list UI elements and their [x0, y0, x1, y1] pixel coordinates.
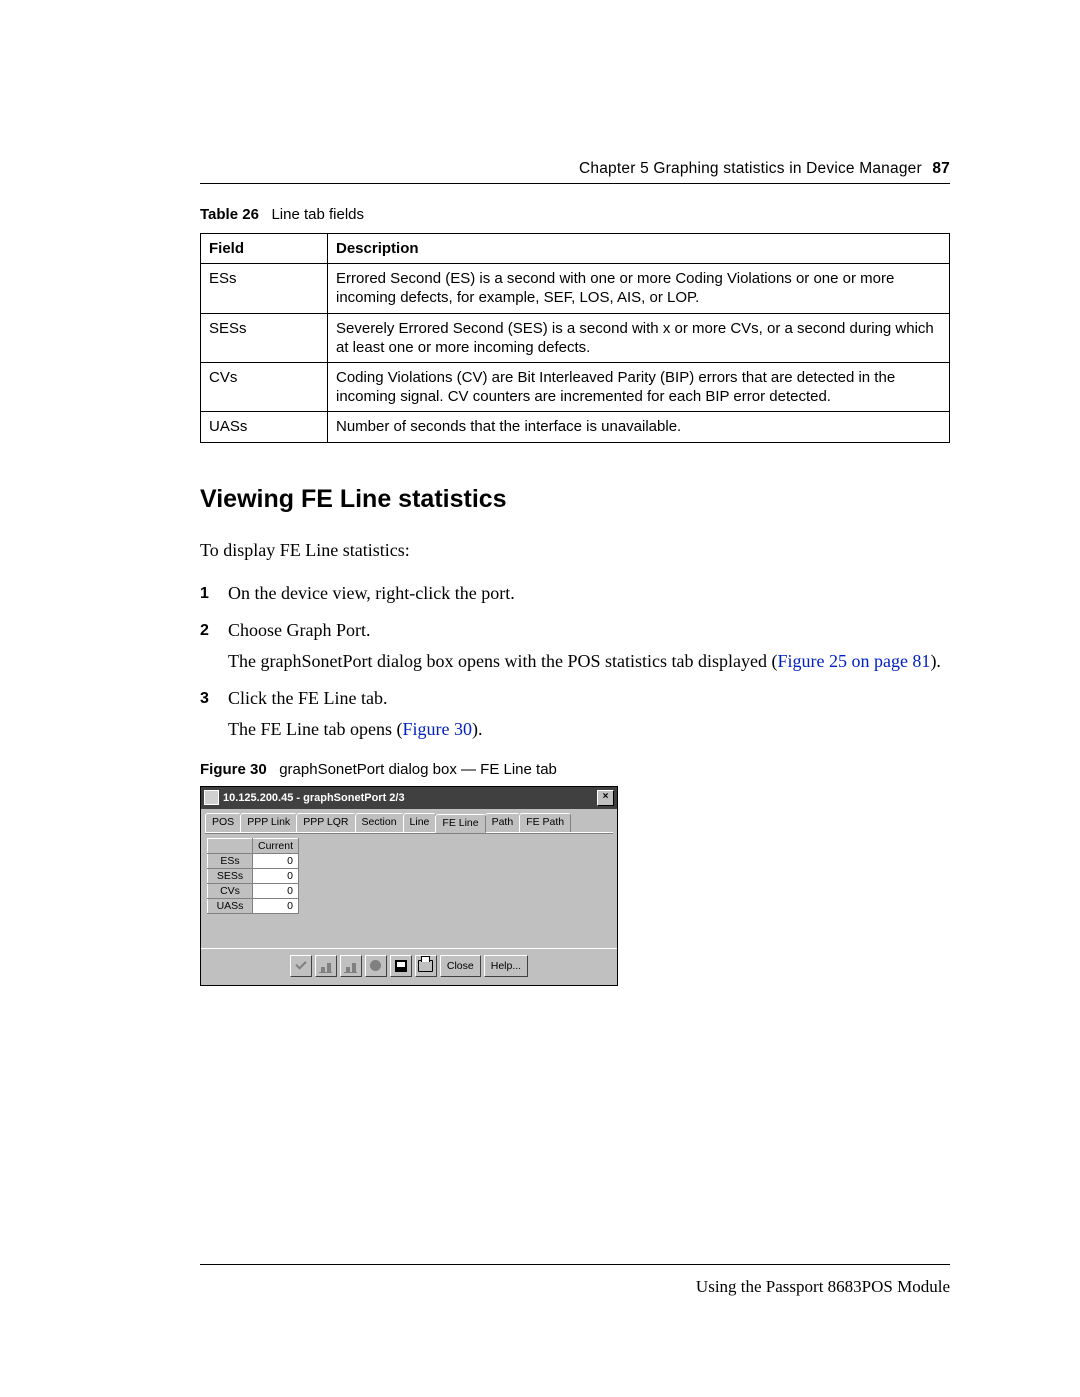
chart-icon — [344, 959, 357, 973]
figure-caption: Figure 30 graphSonetPort dialog box — FE… — [200, 761, 950, 778]
line-tab-fields-table: Field Description ESs Errored Second (ES… — [200, 233, 950, 443]
figure-label: Figure 30 — [200, 761, 267, 778]
tab-fe-path[interactable]: FE Path — [519, 813, 571, 832]
step-2: Choose Graph Port. The graphSonetPort di… — [200, 617, 950, 675]
save-button[interactable] — [390, 955, 412, 977]
stop-icon — [370, 960, 381, 971]
dialog-title: 10.125.200.45 - graphSonetPort 2/3 — [223, 792, 405, 804]
save-icon — [395, 960, 407, 972]
dialog-toolbar: Close Help... — [201, 948, 617, 985]
running-header: Chapter 5 Graphing statistics in Device … — [200, 160, 950, 184]
tab-path[interactable]: Path — [485, 813, 521, 832]
step-1: On the device view, right-click the port… — [200, 580, 950, 607]
print-icon — [418, 960, 433, 972]
stat-row: ESs 0 — [208, 853, 299, 868]
stop-button[interactable] — [365, 955, 387, 977]
tab-pos[interactable]: POS — [205, 813, 241, 832]
xref-figure-25[interactable]: Figure 25 on page 81 — [777, 651, 930, 671]
chart-icon — [319, 959, 332, 973]
stat-row: UASs 0 — [208, 898, 299, 913]
chart2-button[interactable] — [340, 955, 362, 977]
tab-row: POS PPP Link PPP LQR Section Line FE Lin… — [201, 809, 617, 832]
col-description: Description — [328, 234, 950, 264]
tab-fe-line[interactable]: FE Line — [435, 814, 485, 833]
stats-table: Current ESs 0 SESs 0 CVs 0 UASs 0 — [207, 838, 299, 914]
close-button[interactable]: Close — [440, 955, 481, 977]
stat-row: SESs 0 — [208, 868, 299, 883]
table-row: ESs Errored Second (ES) is a second with… — [201, 264, 950, 313]
section-heading: Viewing FE Line statistics — [200, 485, 950, 514]
xref-figure-30[interactable]: Figure 30 — [402, 719, 472, 739]
close-icon[interactable]: × — [597, 790, 614, 806]
dialog-titlebar[interactable]: 10.125.200.45 - graphSonetPort 2/3 × — [201, 787, 617, 809]
help-button[interactable]: Help... — [484, 955, 528, 977]
table-label: Table 26 — [200, 206, 259, 223]
table-row: CVs Coding Violations (CV) are Bit Inter… — [201, 362, 950, 411]
step-3-result: The FE Line tab opens (Figure 30). — [228, 716, 950, 743]
figure-title: graphSonetPort dialog box — FE Line tab — [279, 761, 557, 778]
dialog-body: Current ESs 0 SESs 0 CVs 0 UASs 0 — [201, 834, 617, 948]
table-title: Line tab fields — [271, 206, 364, 223]
tab-ppp-lqr[interactable]: PPP LQR — [296, 813, 355, 832]
corner-cell — [208, 838, 253, 853]
table-caption: Table 26 Line tab fields — [200, 206, 950, 223]
apply-button[interactable] — [290, 955, 312, 977]
col-current: Current — [253, 838, 299, 853]
procedure-steps: On the device view, right-click the port… — [200, 580, 950, 743]
stat-row: CVs 0 — [208, 883, 299, 898]
intro-text: To display FE Line statistics: — [200, 538, 950, 562]
check-icon — [295, 958, 306, 969]
running-footer: Using the Passport 8683POS Module — [200, 1264, 950, 1297]
tab-section[interactable]: Section — [355, 813, 404, 832]
graphsonetport-dialog: 10.125.200.45 - graphSonetPort 2/3 × POS… — [200, 786, 618, 986]
chart-button[interactable] — [315, 955, 337, 977]
table-row: SESs Severely Errored Second (SES) is a … — [201, 313, 950, 362]
tab-line[interactable]: Line — [403, 813, 437, 832]
print-button[interactable] — [415, 955, 437, 977]
window-icon — [204, 790, 219, 805]
page-number: 87 — [932, 160, 950, 177]
col-field: Field — [201, 234, 328, 264]
step-2-result: The graphSonetPort dialog box opens with… — [228, 648, 950, 675]
chapter-label: Chapter 5 Graphing statistics in Device … — [579, 160, 922, 177]
table-row: UASs Number of seconds that the interfac… — [201, 412, 950, 442]
step-3: Click the FE Line tab. The FE Line tab o… — [200, 685, 950, 743]
tab-ppp-link[interactable]: PPP Link — [240, 813, 297, 832]
